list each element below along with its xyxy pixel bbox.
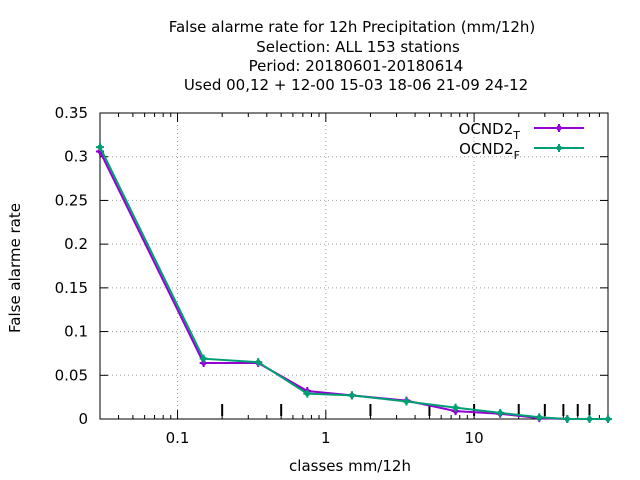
data-point-center	[201, 360, 207, 366]
plot-frame	[99, 112, 609, 420]
legend-label: OCND2F	[459, 140, 520, 162]
legend-subscript: T	[512, 129, 520, 142]
data-point-center	[255, 359, 261, 365]
legend-subscript: F	[514, 149, 520, 162]
data-point-center	[536, 414, 542, 420]
title-line-1: False alarme rate for 12h Precipitation …	[169, 18, 536, 36]
series-line	[99, 146, 608, 420]
axes: 0 0.05 0.1 0.15 0.2 0.25 0.3 0.35 0.1 1 10	[55, 104, 609, 447]
legend-marker-center	[556, 145, 562, 151]
data-point-center	[349, 392, 355, 398]
data-point-center	[201, 356, 207, 362]
series-layer	[96, 143, 612, 423]
y-axis-label: False alarme rate	[6, 203, 24, 333]
class-marks	[221, 404, 591, 416]
y-tick-label: 0.35	[55, 104, 88, 122]
data-point-center	[586, 416, 593, 422]
y-tick-label: 0.1	[64, 323, 88, 341]
legend-label: OCND2T	[459, 120, 521, 142]
y-tick-label: 0.15	[55, 279, 88, 297]
series-F	[96, 143, 612, 423]
title-line-3: Period: 20180601-20180614	[249, 57, 464, 75]
series-line	[99, 151, 608, 420]
title-line-2: Selection: ALL 153 stations	[256, 38, 460, 56]
data-point-center	[452, 405, 459, 411]
legend-name: OCND2	[459, 120, 514, 138]
y-tick-label: 0.25	[55, 191, 88, 209]
legend-marker-center	[556, 125, 562, 131]
grid	[100, 113, 608, 419]
y-tick-label: 0.05	[55, 366, 88, 384]
data-point-center	[97, 144, 103, 150]
data-point-center	[564, 416, 570, 422]
data-point-center	[497, 410, 503, 416]
y-tick-label: 0.3	[64, 148, 88, 166]
data-point-center	[304, 391, 310, 397]
data-point-center	[403, 398, 410, 405]
legend-name: OCND2	[459, 140, 514, 158]
chart-title: False alarme rate for 12h Precipitation …	[169, 18, 536, 94]
x-axis-label: classes mm/12h	[289, 457, 411, 475]
x-tick-label: 0.1	[166, 429, 190, 447]
data-point-center	[605, 416, 611, 422]
series-T	[96, 147, 612, 423]
y-tick-label: 0	[78, 410, 88, 428]
x-tick-label: 10	[465, 429, 484, 447]
y-tick-label: 0.2	[64, 235, 88, 253]
x-tick-label: 1	[321, 429, 331, 447]
title-line-4: Used 00,12 + 12-00 15-03 18-06 21-09 24-…	[184, 76, 528, 94]
